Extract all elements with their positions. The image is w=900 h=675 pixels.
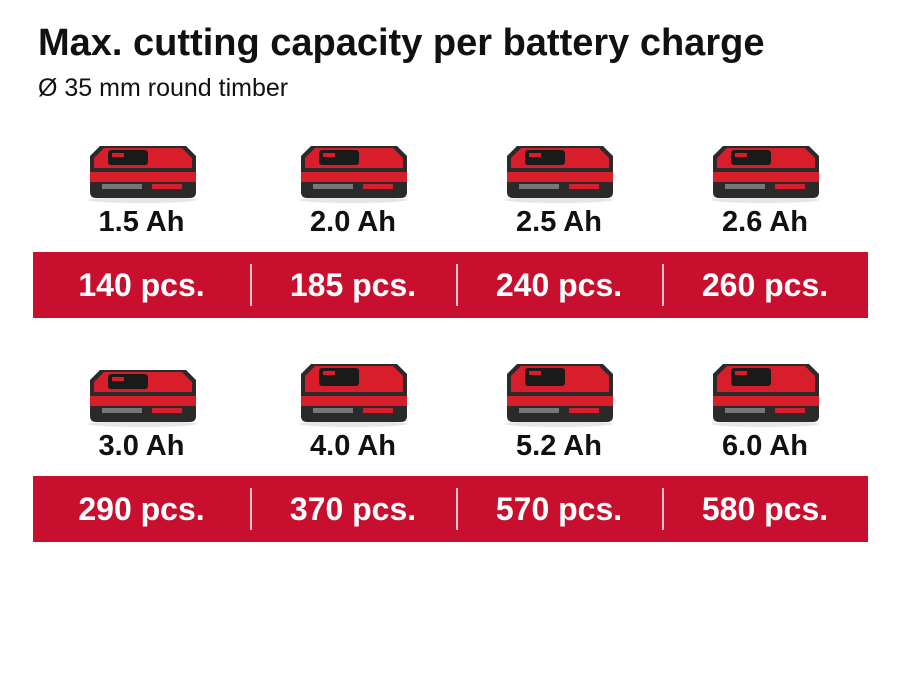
- battery-list: 1.5 Ah 2.0 Ah 2.5 Ah: [33, 128, 868, 252]
- battery-item: 4.0 Ah: [250, 352, 456, 476]
- battery-capacity-label: 5.2 Ah: [516, 430, 602, 462]
- battery-item: 2.0 Ah: [250, 128, 456, 252]
- pieces-value: 240 pcs.: [456, 252, 662, 318]
- battery-row-1: 1.5 Ah 2.0 Ah 2.5 Ah: [33, 128, 868, 318]
- battery-pack-icon: [293, 352, 413, 428]
- battery-pack-image: [299, 146, 407, 203]
- battery-capacity-label: 2.6 Ah: [722, 206, 808, 238]
- battery-item: 6.0 Ah: [662, 352, 868, 476]
- cutting-capacity-bar: 140 pcs. 185 pcs. 240 pcs. 260 pcs.: [33, 252, 868, 318]
- battery-item: 1.5 Ah: [33, 128, 250, 252]
- battery-capacity-label: 2.5 Ah: [516, 206, 602, 238]
- battery-capacity-label: 2.0 Ah: [310, 206, 396, 238]
- battery-item: 3.0 Ah: [33, 352, 250, 476]
- battery-pack-icon: [499, 128, 619, 204]
- pieces-value: 140 pcs.: [78, 266, 205, 303]
- battery-pack-icon: [82, 352, 202, 428]
- battery-pack-image: [711, 364, 819, 427]
- battery-pack-icon: [293, 128, 413, 204]
- battery-pack-icon: [499, 352, 619, 428]
- battery-pack-icon: [705, 128, 825, 204]
- battery-item: 2.6 Ah: [662, 128, 868, 252]
- battery-pack-image: [87, 370, 196, 427]
- battery-pack-image: [505, 364, 613, 427]
- battery-capacity-label: 6.0 Ah: [722, 430, 808, 462]
- pieces-value: 370 pcs.: [250, 476, 456, 542]
- pieces-value: 580 pcs.: [662, 476, 868, 542]
- battery-capacity-label: 4.0 Ah: [310, 430, 396, 462]
- battery-pack-icon: [705, 352, 825, 428]
- battery-list: 3.0 Ah 4.0 Ah 5.2 Ah: [33, 352, 868, 476]
- battery-item: 5.2 Ah: [456, 352, 662, 476]
- pieces-value: 260 pcs.: [662, 252, 868, 318]
- page-subtitle: Ø 35 mm round timber: [38, 74, 289, 102]
- pieces-value: 185 pcs.: [250, 252, 456, 318]
- battery-row-2: 3.0 Ah 4.0 Ah 5.2 Ah: [33, 352, 868, 542]
- pieces-value: 570 pcs.: [456, 476, 662, 542]
- battery-pack-image: [299, 364, 407, 427]
- battery-capacity-label: 3.0 Ah: [98, 430, 185, 462]
- cutting-capacity-bar: 290 pcs. 370 pcs. 570 pcs. 580 pcs.: [33, 476, 868, 542]
- battery-pack-image: [505, 146, 613, 203]
- page-title: Max. cutting capacity per battery charge: [38, 22, 765, 64]
- pieces-value: 290 pcs.: [78, 490, 205, 527]
- battery-pack-icon: [82, 128, 202, 204]
- battery-capacity-label: 1.5 Ah: [98, 206, 185, 238]
- battery-pack-image: [87, 146, 196, 203]
- battery-pack-image: [711, 146, 819, 203]
- battery-item: 2.5 Ah: [456, 128, 662, 252]
